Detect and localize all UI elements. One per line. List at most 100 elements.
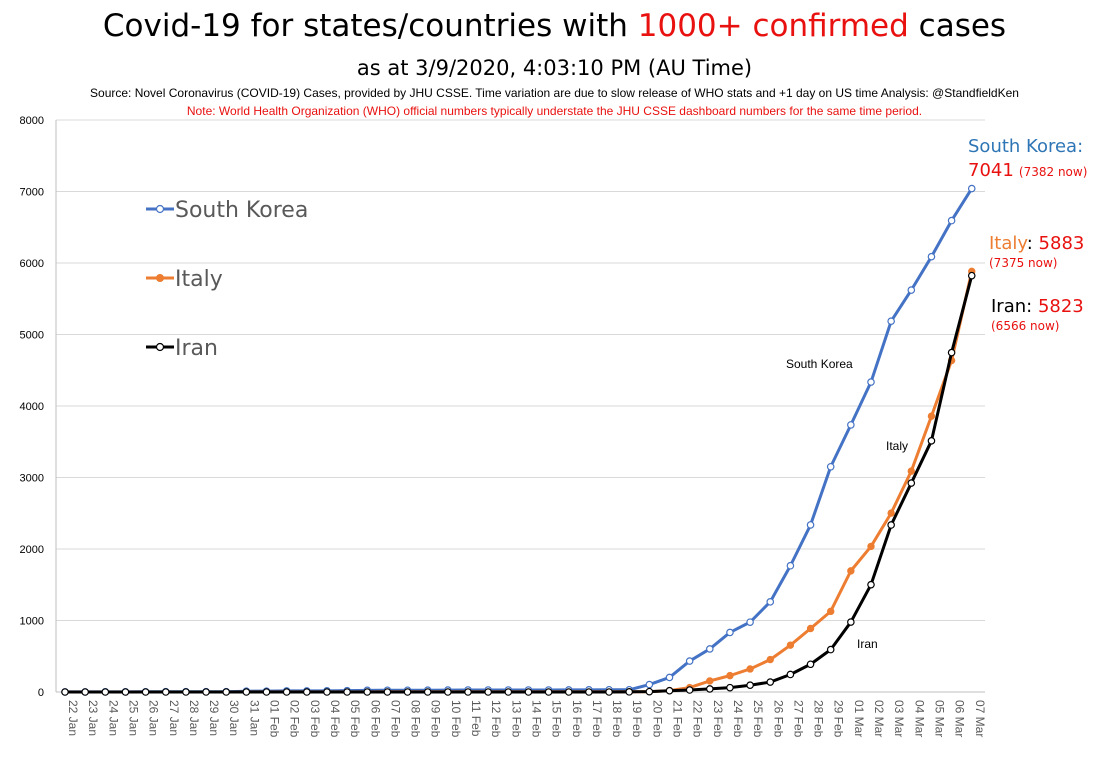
data-point-iran [585, 688, 593, 696]
note-line: Note: World Health Organization (WHO) of… [186, 104, 923, 118]
data-point-iran [81, 688, 89, 696]
annotation-italy-sep: : [1026, 233, 1039, 254]
x-tick-label: 27 Jan [167, 700, 181, 736]
data-point-south-korea [826, 462, 835, 471]
data-point-iran [826, 645, 835, 654]
x-tick-label: 11 Feb [469, 700, 483, 737]
x-tick-label: 26 Jan [147, 700, 161, 736]
data-point-south-korea [726, 628, 734, 637]
annotation-iran-name: Iran: [991, 296, 1038, 317]
data-point-iran [343, 688, 351, 696]
x-tick-label: 25 Feb [751, 700, 765, 738]
x-tick-label: 31 Jan [247, 700, 261, 736]
data-point-iran [947, 348, 956, 357]
data-point-iran [161, 688, 170, 696]
data-point-iran [786, 670, 795, 679]
x-tick-label: 05 Mar [932, 700, 946, 737]
data-point-south-korea [645, 680, 654, 689]
data-point-south-korea [685, 657, 694, 665]
chart-subtitle: as at 3/9/2020, 4:03:10 PM (AU Time) [356, 56, 753, 80]
x-tick-label: 01 Feb [268, 700, 282, 738]
annotation-italy-now: (7375 now) [989, 256, 1058, 270]
annotation-iran: Iran: 5823 (6566 now) [991, 296, 1084, 333]
x-tick-label: 22 Jan [66, 700, 80, 736]
annotation-iran-now: (6566 now) [991, 319, 1060, 333]
data-point-iran [705, 685, 714, 693]
legend-marker-south-korea [155, 204, 165, 214]
x-tick-label: 24 Feb [731, 700, 745, 738]
series-line-iran [65, 275, 974, 694]
x-tick-label: 10 Feb [449, 700, 463, 738]
data-point-italy [907, 467, 915, 475]
x-tick-label: 15 Feb [550, 700, 564, 738]
annotation-south-korea-now: (7382 now) [1018, 165, 1088, 179]
x-tick-label: 04 Mar [912, 700, 926, 737]
data-point-italy [827, 607, 835, 616]
data-point-iran [766, 678, 775, 686]
legend-label-italy: Italy [175, 267, 223, 292]
annotation-italy: Italy: 5883 (7375 now) [989, 233, 1084, 270]
data-point-iran [665, 686, 674, 695]
x-tick-label: 02 Feb [288, 700, 302, 738]
data-point-italy [746, 665, 754, 673]
data-point-iran [363, 688, 372, 696]
data-point-iran [444, 688, 452, 696]
y-tick-label: 0 [38, 687, 44, 699]
legend-marker-italy [156, 274, 164, 282]
data-point-italy [887, 509, 895, 517]
data-point-iran [202, 688, 210, 696]
data-point-iran [726, 683, 734, 692]
data-point-iran [323, 688, 331, 696]
title-suffix: cases [908, 8, 1007, 44]
data-point-south-korea [705, 645, 714, 653]
x-tick-label: 23 Jan [86, 700, 100, 736]
data-point-iran [564, 688, 573, 696]
data-point-italy [927, 412, 936, 420]
y-tick-label: 5000 [20, 330, 44, 342]
data-point-iran [625, 688, 634, 696]
x-tick-label: 20 Feb [650, 700, 664, 738]
inline-label-south-korea: South Korea [786, 357, 853, 371]
x-tick-label: 26 Feb [771, 700, 785, 738]
data-point-south-korea [766, 598, 775, 606]
data-point-iran [524, 688, 533, 696]
legend-label-iran: Iran [175, 336, 218, 361]
x-tick-label: 19 Feb [630, 700, 644, 738]
data-point-iran [927, 437, 936, 445]
legend-label-south-korea: South Korea [175, 198, 308, 223]
data-point-iran [61, 688, 69, 696]
data-point-south-korea [847, 421, 855, 429]
data-point-iran [302, 688, 311, 696]
y-tick-label: 6000 [20, 258, 44, 270]
data-point-iran [464, 688, 472, 696]
source-line: Source: Novel Coronavirus (COVID-19) Cas… [90, 86, 1019, 100]
x-tick-label: 02 Mar [872, 700, 886, 737]
x-tick-label: 25 Jan [126, 700, 140, 736]
chart-title: Covid-19 for states/countries with 1000+… [0, 8, 1109, 44]
x-tick-label: 28 Feb [812, 700, 826, 738]
annotation-south-korea-value: 7041 [968, 160, 1014, 181]
annotation-south-korea: South Korea: 7041 (7382 now) [968, 136, 1087, 181]
data-point-iran [141, 688, 150, 696]
data-point-south-korea [907, 286, 916, 294]
data-point-italy [786, 641, 795, 649]
annotation-iran-value: 5823 [1037, 296, 1084, 317]
data-point-south-korea [947, 216, 956, 225]
data-point-south-korea [927, 252, 936, 261]
data-point-south-korea [967, 184, 976, 193]
data-point-south-korea [806, 521, 815, 529]
data-point-iran [222, 688, 231, 696]
x-tick-label: 06 Feb [368, 700, 382, 738]
y-tick-label: 7000 [20, 187, 44, 199]
data-point-iran [423, 688, 432, 696]
data-point-italy [726, 671, 734, 680]
data-point-iran [867, 580, 875, 589]
data-point-iran [907, 479, 916, 487]
data-point-south-korea [665, 673, 674, 682]
data-point-iran [746, 681, 754, 690]
x-tick-label: 17 Feb [590, 700, 604, 738]
x-tick-label: 16 Feb [570, 700, 584, 738]
annotation-south-korea-name: South Korea: [968, 136, 1084, 157]
data-point-iran [101, 688, 110, 696]
